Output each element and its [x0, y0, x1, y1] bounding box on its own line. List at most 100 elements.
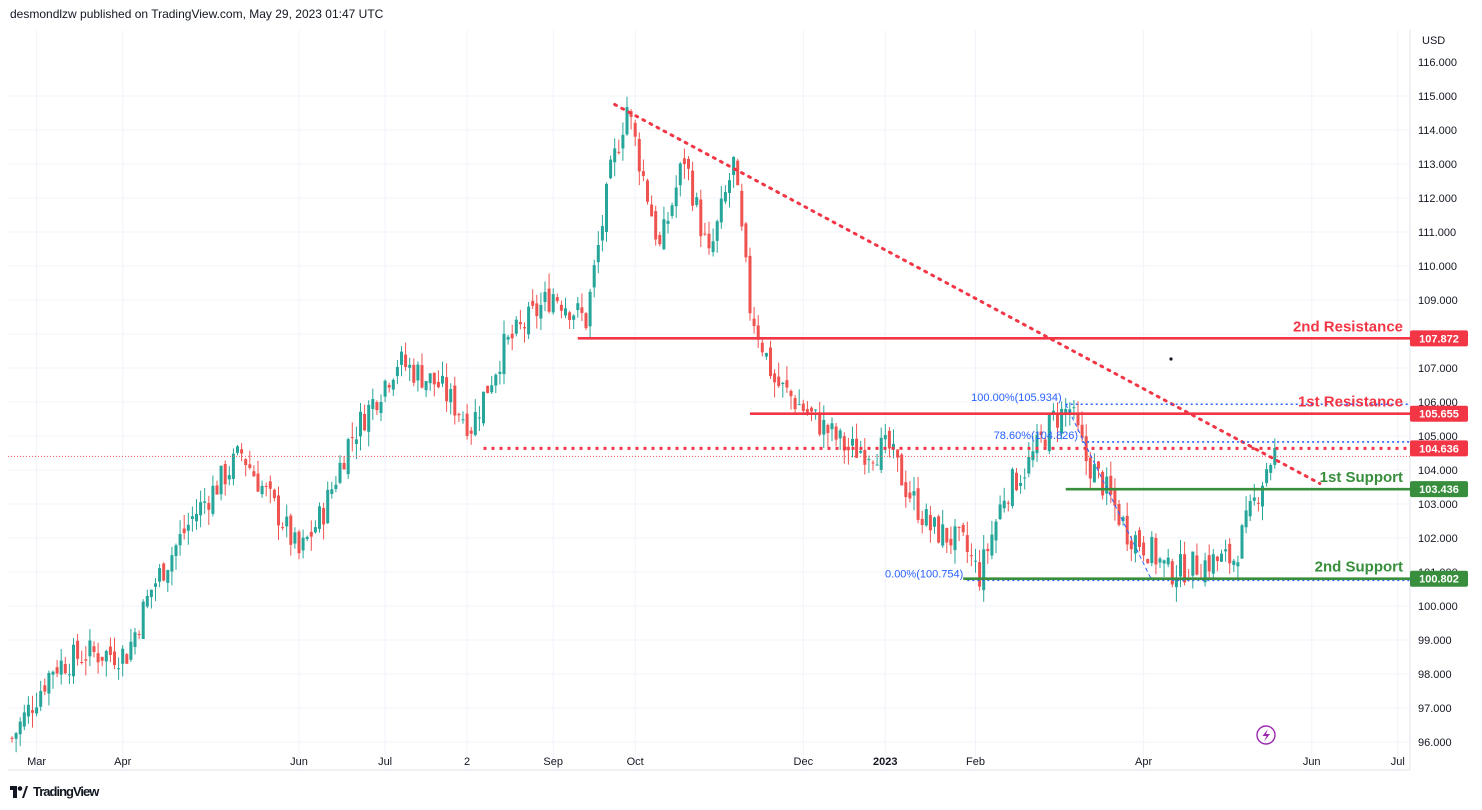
- candle-body: [937, 516, 941, 543]
- candle-body: [424, 380, 428, 391]
- candle-body: [740, 190, 744, 227]
- candle-body: [92, 646, 96, 652]
- candle-body: [875, 464, 879, 466]
- candle-body: [63, 663, 67, 674]
- candle-body: [318, 506, 321, 529]
- candle-body: [240, 449, 244, 454]
- candle-body: [805, 409, 809, 413]
- candle-body: [510, 333, 514, 339]
- candle-body: [719, 198, 723, 223]
- candle-body: [769, 347, 772, 377]
- candle-body: [1109, 475, 1113, 495]
- candle-body: [723, 191, 727, 202]
- candle-body: [449, 389, 453, 403]
- candle-body: [248, 464, 252, 468]
- candle-body: [1117, 503, 1121, 525]
- candle-body: [1023, 477, 1027, 479]
- time-tick-label: Jul: [378, 756, 392, 768]
- candle-body: [773, 373, 777, 383]
- candle-body: [1076, 412, 1080, 426]
- candle-body: [256, 473, 260, 492]
- candle-body: [154, 583, 157, 587]
- candle-body: [527, 306, 531, 335]
- candle-body: [1166, 557, 1170, 565]
- candle-body: [826, 425, 830, 434]
- candle-body: [555, 297, 559, 301]
- candle-body: [641, 171, 645, 176]
- time-tick-label: Feb: [966, 756, 985, 768]
- candle-body: [859, 450, 863, 453]
- candle-body: [162, 563, 166, 581]
- time-tick-label: Jul: [1391, 756, 1405, 768]
- candle-body: [113, 651, 116, 666]
- candle-body: [953, 526, 957, 551]
- candle-body: [1056, 414, 1059, 428]
- candle-body: [1203, 560, 1207, 583]
- candle-body: [978, 562, 982, 587]
- candle-body: [84, 659, 88, 661]
- time-tick-label: Jun: [290, 756, 308, 768]
- price-axis[interactable]: 96.00097.00098.00099.000100.000101.00010…: [1410, 57, 1468, 749]
- time-tick-label: Apr: [1135, 756, 1152, 768]
- price-tick-label: 116.000: [1418, 57, 1457, 69]
- time-tick-label: 2: [464, 756, 470, 768]
- candle-body: [1261, 485, 1264, 507]
- candle-body: [338, 462, 342, 483]
- candle-body: [879, 437, 883, 470]
- candle-body: [666, 220, 670, 224]
- price-tick-label: 105.000: [1418, 431, 1458, 443]
- time-axis[interactable]: Mar Apr Jun Jul 2 Sep Oct Dec 2023 Feb Apr Jun Jul: [27, 756, 1405, 768]
- candle-body: [1170, 561, 1174, 585]
- candle-body: [457, 413, 461, 416]
- candles: [10, 96, 1277, 753]
- candle-body: [260, 485, 264, 495]
- candle-body: [281, 527, 285, 529]
- candle-body: [539, 304, 543, 319]
- candle-body: [695, 197, 699, 205]
- candle-body: [494, 374, 498, 386]
- candle-body: [596, 244, 600, 263]
- candle-body: [650, 204, 654, 217]
- candle-body: [195, 514, 198, 522]
- fib-level-label: 100.00%(105.934): [971, 392, 1062, 404]
- candle-body: [916, 488, 920, 520]
- candle-body: [682, 158, 686, 165]
- candle-body: [395, 366, 399, 377]
- candle-body: [945, 527, 949, 543]
- price-tick-label: 104.000: [1418, 465, 1458, 477]
- candle-body: [346, 439, 350, 475]
- price-tick-label: 96.000: [1418, 737, 1452, 749]
- candle-body: [285, 516, 289, 527]
- price-tick-label: 102.000: [1418, 533, 1458, 545]
- lightning-icon[interactable]: [1256, 725, 1276, 745]
- candle-body: [412, 364, 416, 383]
- candle-body: [244, 459, 248, 465]
- candle-body: [1039, 431, 1043, 435]
- level-label: 1st Support: [1320, 469, 1403, 486]
- candle-body: [883, 434, 887, 440]
- candle-body: [1060, 408, 1064, 434]
- candle-body: [711, 241, 715, 253]
- candle-body: [55, 667, 59, 674]
- candle-body: [482, 391, 485, 424]
- level-label: 2nd Resistance: [1293, 318, 1403, 335]
- candle-body: [998, 504, 1002, 520]
- candle-body: [342, 462, 346, 470]
- price-tag-label: 107.872: [1419, 333, 1459, 345]
- candle-body: [465, 413, 469, 436]
- candle-body: [904, 482, 908, 498]
- price-tag-label: 105.655: [1419, 409, 1459, 421]
- candle-body: [182, 528, 186, 534]
- candle-body: [100, 656, 104, 661]
- candle-body: [1121, 517, 1125, 522]
- candle-body: [301, 537, 305, 551]
- candle-body: [732, 156, 736, 176]
- candle-body: [933, 517, 936, 527]
- candle-body: [1174, 579, 1178, 588]
- candle-body: [547, 288, 551, 312]
- candle-body: [1129, 540, 1133, 550]
- candle-body: [756, 325, 760, 340]
- candle-body: [289, 515, 293, 545]
- candle-body: [375, 402, 379, 411]
